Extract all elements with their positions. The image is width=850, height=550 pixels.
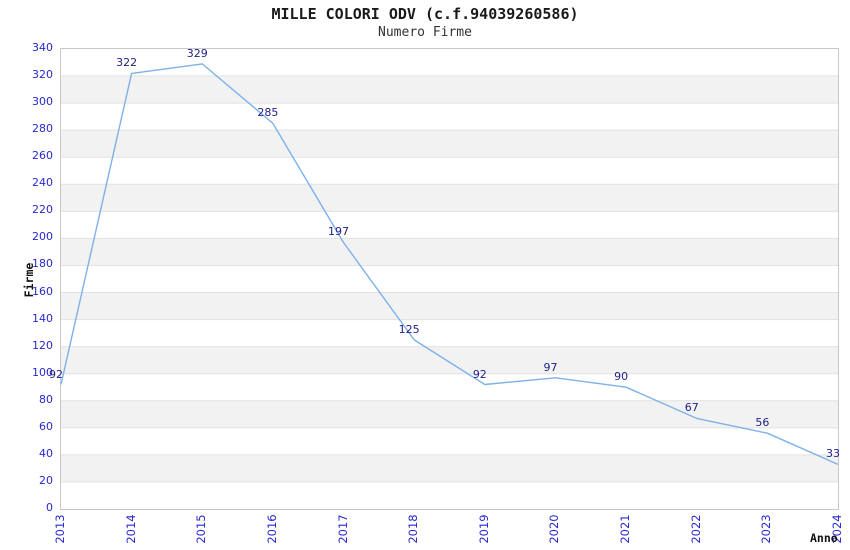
data-point-label: 125 — [398, 322, 420, 336]
x-axis-title: Anno — [810, 531, 838, 545]
background-band — [61, 292, 838, 320]
y-tick-label: 120 — [32, 338, 53, 352]
data-point-label: 33 — [826, 447, 840, 461]
series-line — [61, 63, 838, 466]
x-tick-label: 2015 — [194, 514, 209, 544]
background-band — [61, 76, 838, 104]
x-tick-label: 2016 — [264, 514, 279, 544]
y-tick-label: 280 — [32, 122, 53, 136]
x-tick-label: 2020 — [547, 514, 562, 544]
y-tick-label: 340 — [32, 41, 53, 54]
y-tick-label: 20 — [39, 473, 53, 487]
background-band — [61, 130, 838, 158]
plot-area — [60, 48, 839, 510]
y-tick-label: 260 — [32, 149, 53, 163]
y-tick-label: 60 — [39, 419, 53, 433]
y-tick-label: 180 — [32, 257, 53, 271]
data-point-label: 90 — [614, 370, 629, 384]
y-tick-label: 140 — [32, 311, 53, 325]
data-point-label: 197 — [328, 225, 350, 239]
data-point-label: 97 — [543, 360, 558, 374]
data-point-label: 56 — [755, 416, 770, 430]
data-point-label: 285 — [257, 106, 279, 120]
y-tick-label: 80 — [39, 392, 53, 406]
y-tick-label: 300 — [32, 95, 53, 109]
data-point-label: 92 — [472, 367, 487, 381]
x-tick-label: 2013 — [53, 514, 67, 544]
x-tick-label: 2021 — [618, 514, 633, 544]
data-point-label: 329 — [186, 46, 208, 60]
x-tick-label: 2023 — [759, 514, 774, 544]
chart-subtitle: Numero Firme — [378, 25, 472, 40]
y-axis-title: Firme — [22, 262, 36, 298]
background-band — [61, 400, 838, 428]
x-tick-label: 2014 — [123, 514, 138, 544]
data-point-label: 322 — [116, 56, 138, 70]
x-tick-label: 2019 — [476, 514, 491, 544]
y-tick-label: 40 — [39, 446, 53, 460]
data-point-label: 67 — [684, 401, 699, 415]
y-tick-label: 240 — [32, 176, 53, 190]
x-tick-label: 2017 — [335, 514, 350, 544]
plot-canvas — [61, 63, 838, 483]
background-band — [61, 454, 838, 482]
y-tick-label: 320 — [32, 68, 53, 82]
y-tick-label: 100 — [32, 365, 53, 379]
y-tick-label: 0 — [46, 501, 53, 514]
background-band — [61, 346, 838, 374]
x-tick-label: 2018 — [406, 514, 421, 544]
data-point-label: 92 — [49, 367, 63, 381]
chart-title: MILLE COLORI ODV (c.f.94039260586) — [271, 5, 579, 23]
y-tick-label: 220 — [32, 203, 53, 217]
background-band — [61, 184, 838, 212]
y-tick-label: 200 — [32, 230, 53, 244]
x-tick-label: 2022 — [688, 514, 703, 544]
y-tick-label: 160 — [32, 284, 53, 298]
background-band — [61, 238, 838, 266]
